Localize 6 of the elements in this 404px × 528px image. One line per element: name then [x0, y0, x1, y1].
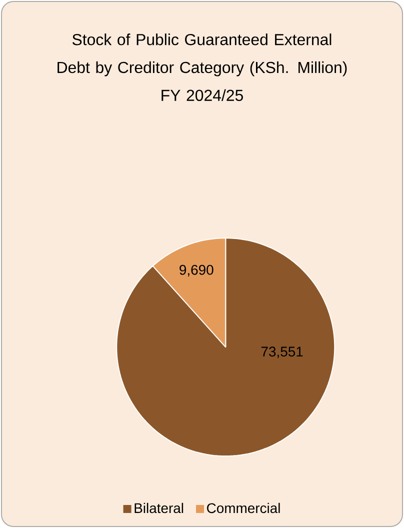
legend-label: Bilateral — [134, 502, 184, 514]
data-label: 73,551 — [261, 346, 303, 358]
data-label: 9,690 — [180, 264, 214, 276]
chart-title: Stock of Public Guaranteed External Debt by Creditor Category (KSh. Million) — [58, 34, 347, 76]
legend-label: Commercial — [207, 502, 280, 514]
chart-subtitle: FY 2024/25 — [162, 89, 243, 102]
